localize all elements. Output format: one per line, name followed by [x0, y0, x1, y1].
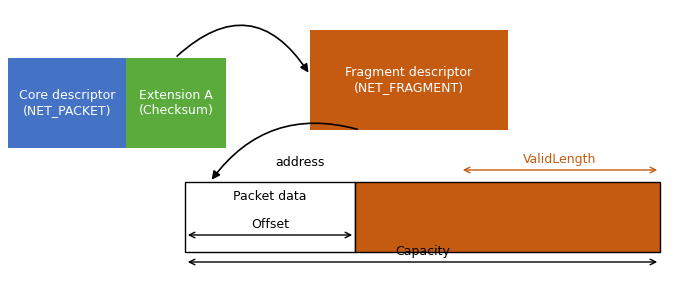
- FancyBboxPatch shape: [126, 58, 226, 148]
- Text: Offset: Offset: [251, 219, 289, 231]
- Text: Fragment descriptor
(NET_FRAGMENT): Fragment descriptor (NET_FRAGMENT): [346, 66, 472, 94]
- Text: Extension A
(Checksum): Extension A (Checksum): [138, 89, 213, 117]
- Text: Core descriptor
(NET_PACKET): Core descriptor (NET_PACKET): [19, 89, 115, 117]
- Text: Capacity: Capacity: [395, 245, 450, 258]
- FancyBboxPatch shape: [310, 30, 508, 130]
- Text: Packet data: Packet data: [234, 190, 306, 203]
- FancyBboxPatch shape: [8, 58, 126, 148]
- Text: address: address: [275, 156, 325, 168]
- FancyBboxPatch shape: [185, 182, 355, 252]
- Text: ValidLength: ValidLength: [523, 154, 597, 166]
- FancyBboxPatch shape: [355, 182, 660, 252]
